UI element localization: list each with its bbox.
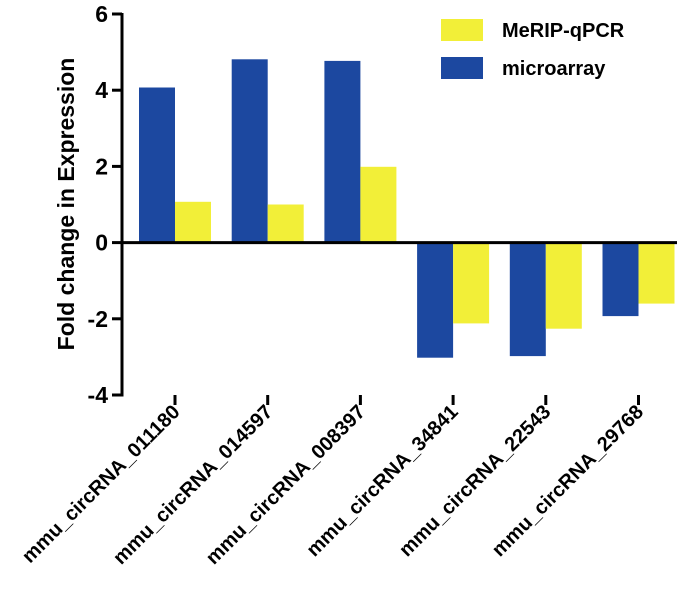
bar-microarray-2 [231,59,268,243]
x-tick-label: mmu_circRNA_008397 [202,401,370,569]
x-tick-label: mmu_circRNA_34841 [302,401,462,561]
x-tick-label: mmu_circRNA_014597 [109,401,277,569]
y-ticks: 6 4 2 0 -2 -4 [88,1,122,408]
bar-microarray-6 [602,242,639,317]
y-tick-label: 0 [95,230,108,256]
bar-merip-qpcr-4 [453,242,490,324]
bar-merip-qpcr-1 [175,201,211,243]
y-axis-label: Fold change in Expression [53,58,79,351]
legend: MeRIP-qPCR microarray [441,19,625,80]
bar-microarray-1 [139,87,175,243]
y-tick-label: -4 [88,382,109,408]
y-tick-label: 4 [95,77,108,103]
bar-merip-qpcr-6 [638,242,675,304]
x-tick-label: mmu_circRNA_22543 [395,401,555,561]
y-tick-label: -2 [88,306,108,332]
y-tick-label: 6 [95,1,108,27]
x-ticks: mmu_circRNA_011180mmu_circRNA_014597mmu_… [18,395,648,569]
bar-microarray-5 [509,242,546,357]
bar-merip-qpcr-2 [267,204,304,243]
bar-microarray-4 [417,242,454,358]
bar-merip-qpcr-5 [545,242,582,329]
y-tick-label: 2 [95,153,108,179]
legend-swatch-microarray [441,57,483,79]
x-tick-label: mmu_circRNA_29768 [488,401,648,561]
legend-swatch-merip-qpcr [441,19,483,41]
bar-microarray-3 [324,60,361,243]
bar-merip-qpcr-3 [360,166,397,243]
legend-label: microarray [502,58,606,80]
x-tick-label: mmu_circRNA_011180 [18,401,185,568]
legend-label: MeRIP-qPCR [502,20,625,42]
bars-group [139,59,675,358]
